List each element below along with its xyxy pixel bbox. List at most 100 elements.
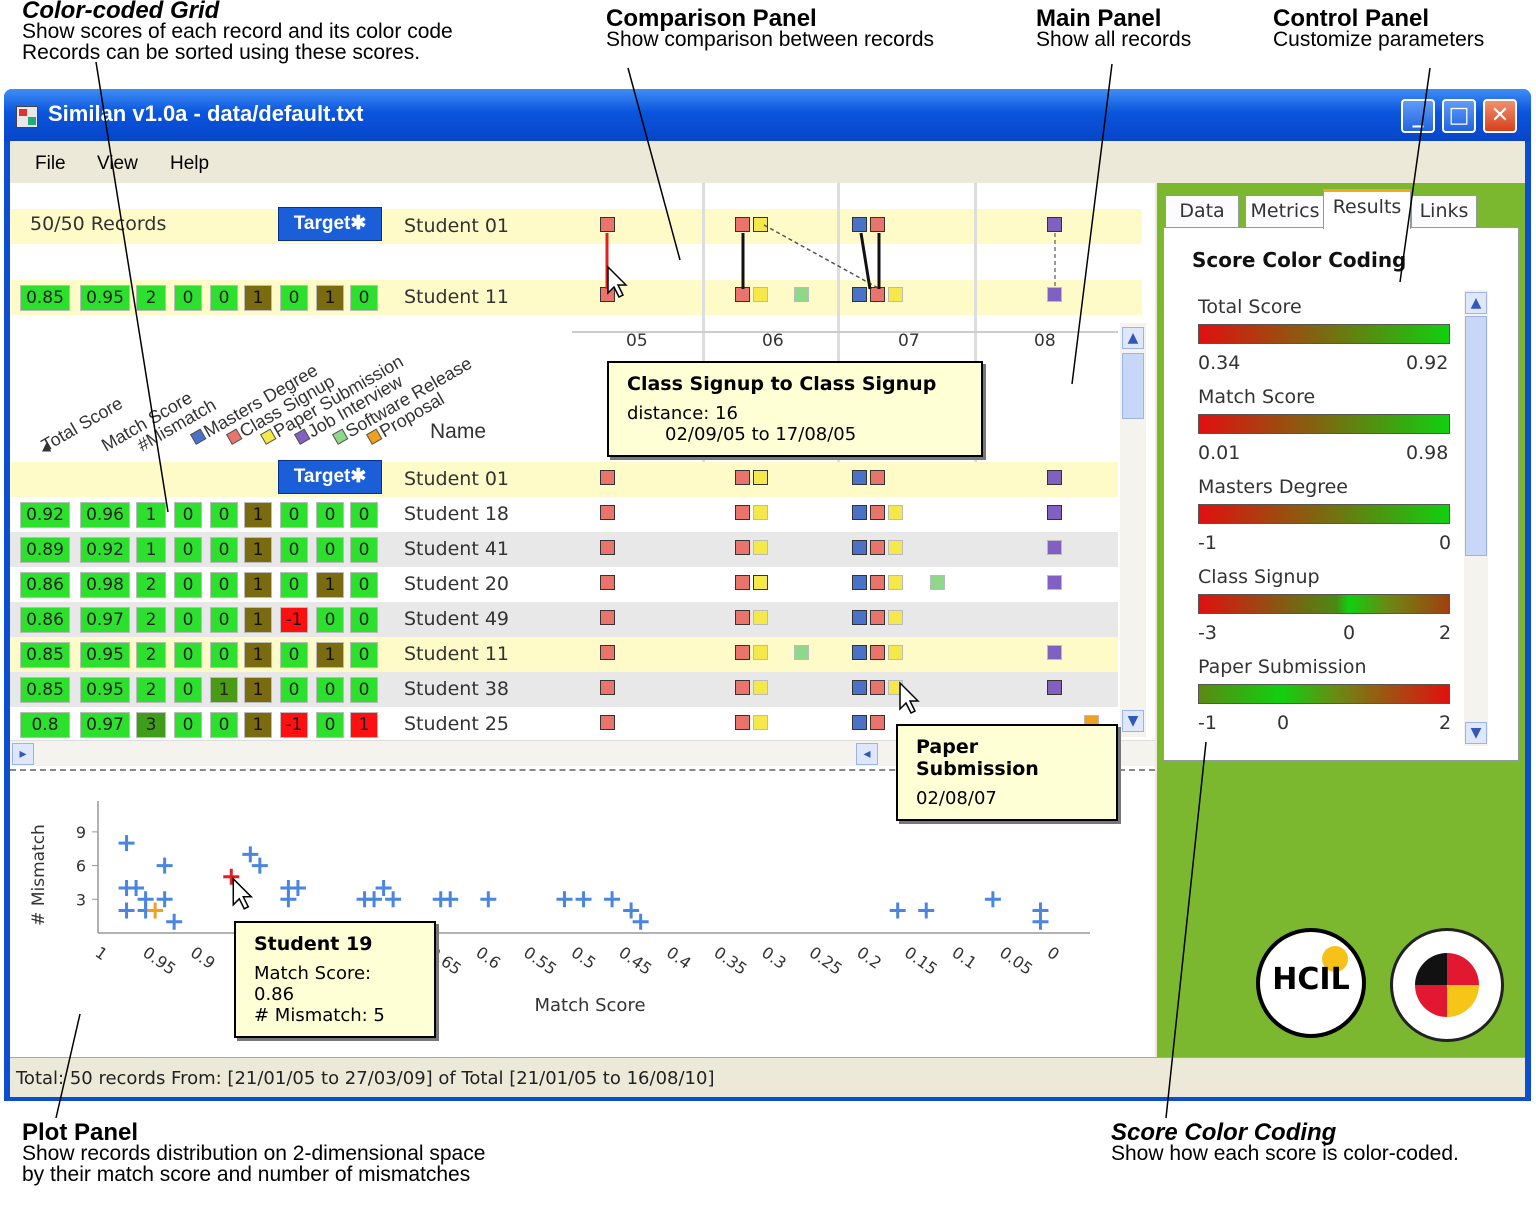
event-mark[interactable]: [852, 610, 867, 625]
score-cell[interactable]: 1: [350, 712, 378, 738]
score-cell[interactable]: 1: [244, 642, 272, 668]
event-mark[interactable]: [753, 680, 768, 695]
event-mark[interactable]: [888, 575, 903, 590]
comparison-target-name[interactable]: Student 01: [404, 215, 510, 237]
score-cell[interactable]: -1: [280, 607, 308, 633]
score-cell[interactable]: 1: [244, 572, 272, 598]
event-mark[interactable]: [600, 610, 615, 625]
tab-data[interactable]: Data: [1165, 195, 1239, 227]
plot-panel[interactable]: 36910.950.90.850.80.750.70.650.60.550.50…: [10, 775, 1155, 1055]
event-mark[interactable]: [852, 470, 867, 485]
event-mark[interactable]: [735, 715, 750, 730]
score-cell[interactable]: 1: [244, 285, 272, 311]
score-cell[interactable]: 0: [280, 537, 308, 563]
score-cell[interactable]: 1: [244, 677, 272, 703]
event-mark[interactable]: [600, 645, 615, 660]
score-cell[interactable]: 0.86: [20, 572, 70, 598]
record-name[interactable]: Student 18: [404, 503, 510, 525]
score-cell[interactable]: 2: [136, 572, 166, 598]
event-mark[interactable]: [600, 505, 615, 520]
score-cell[interactable]: 1: [136, 502, 166, 528]
score-cell[interactable]: 0: [174, 642, 202, 668]
main-target-button[interactable]: Target✱: [278, 460, 382, 494]
event-mark[interactable]: [1047, 575, 1062, 590]
event-mark[interactable]: [735, 540, 750, 555]
score-cell[interactable]: 2: [136, 677, 166, 703]
event-mark[interactable]: [852, 217, 867, 232]
score-cell[interactable]: 0: [174, 607, 202, 633]
event-mark[interactable]: [735, 610, 750, 625]
score-cell[interactable]: -1: [280, 712, 308, 738]
score-cell[interactable]: 0: [350, 677, 378, 703]
score-cell[interactable]: 1: [244, 537, 272, 563]
record-name[interactable]: Student 41: [404, 538, 510, 560]
scroll-thumb[interactable]: [1122, 353, 1144, 419]
score-cell[interactable]: 0.97: [80, 607, 130, 633]
sort-indicator[interactable]: ▲: [42, 439, 52, 453]
event-mark[interactable]: [852, 540, 867, 555]
score-cell[interactable]: 0: [280, 677, 308, 703]
record-name[interactable]: Student 25: [404, 713, 510, 735]
event-mark[interactable]: [870, 610, 885, 625]
event-mark[interactable]: [735, 645, 750, 660]
event-mark[interactable]: [1047, 540, 1062, 555]
event-mark[interactable]: [600, 217, 615, 232]
event-mark[interactable]: [753, 287, 768, 302]
score-cell[interactable]: 0: [350, 537, 378, 563]
event-mark[interactable]: [794, 287, 809, 302]
score-cell[interactable]: 0: [280, 502, 308, 528]
tab-results[interactable]: Results: [1323, 189, 1411, 229]
event-mark[interactable]: [870, 715, 885, 730]
minimize-button[interactable]: _: [1401, 99, 1435, 133]
app-icon[interactable]: [16, 106, 38, 128]
score-cell[interactable]: 3: [136, 712, 166, 738]
record-name[interactable]: Student 20: [404, 573, 510, 595]
event-mark[interactable]: [870, 217, 885, 232]
score-cell[interactable]: 0: [350, 642, 378, 668]
score-cell[interactable]: 0: [174, 677, 202, 703]
event-mark[interactable]: [735, 470, 750, 485]
record-name[interactable]: Student 38: [404, 678, 510, 700]
score-cell[interactable]: 0: [174, 712, 202, 738]
main-target-name[interactable]: Student 01: [404, 468, 510, 490]
score-cell[interactable]: 1: [210, 677, 238, 703]
score-cell[interactable]: 0.89: [20, 537, 70, 563]
score-cell[interactable]: 0: [316, 537, 344, 563]
event-mark[interactable]: [735, 680, 750, 695]
event-mark[interactable]: [735, 575, 750, 590]
score-cell[interactable]: 1: [244, 502, 272, 528]
score-cell[interactable]: 1: [244, 712, 272, 738]
score-cell[interactable]: 2: [136, 642, 166, 668]
event-mark[interactable]: [1047, 680, 1062, 695]
score-cell[interactable]: 0.86: [20, 607, 70, 633]
event-mark[interactable]: [852, 575, 867, 590]
splitter[interactable]: [10, 769, 1155, 772]
event-mark[interactable]: [852, 505, 867, 520]
score-cell[interactable]: 0.95: [80, 642, 130, 668]
event-mark[interactable]: [930, 575, 945, 590]
score-cell[interactable]: 1: [136, 537, 166, 563]
score-cell[interactable]: 0: [350, 285, 378, 311]
event-mark[interactable]: [852, 645, 867, 660]
score-cell[interactable]: 0: [210, 502, 238, 528]
event-mark[interactable]: [753, 217, 768, 232]
maximize-button[interactable]: □: [1442, 99, 1476, 133]
event-mark[interactable]: [1047, 217, 1062, 232]
event-mark[interactable]: [852, 680, 867, 695]
score-cell[interactable]: 0.97: [80, 712, 130, 738]
score-cell[interactable]: 0: [280, 642, 308, 668]
event-mark[interactable]: [600, 470, 615, 485]
event-mark[interactable]: [870, 470, 885, 485]
score-cell[interactable]: 1: [316, 642, 344, 668]
record-name[interactable]: Student 49: [404, 608, 510, 630]
tab-links[interactable]: Links: [1411, 195, 1477, 227]
score-cell[interactable]: 1: [244, 607, 272, 633]
event-mark[interactable]: [753, 505, 768, 520]
score-cell[interactable]: 0.96: [80, 502, 130, 528]
score-cell[interactable]: 2: [136, 607, 166, 633]
event-mark[interactable]: [753, 540, 768, 555]
event-mark[interactable]: [753, 715, 768, 730]
event-mark[interactable]: [600, 575, 615, 590]
score-cell[interactable]: 0: [210, 537, 238, 563]
close-button[interactable]: ✕: [1483, 99, 1517, 133]
